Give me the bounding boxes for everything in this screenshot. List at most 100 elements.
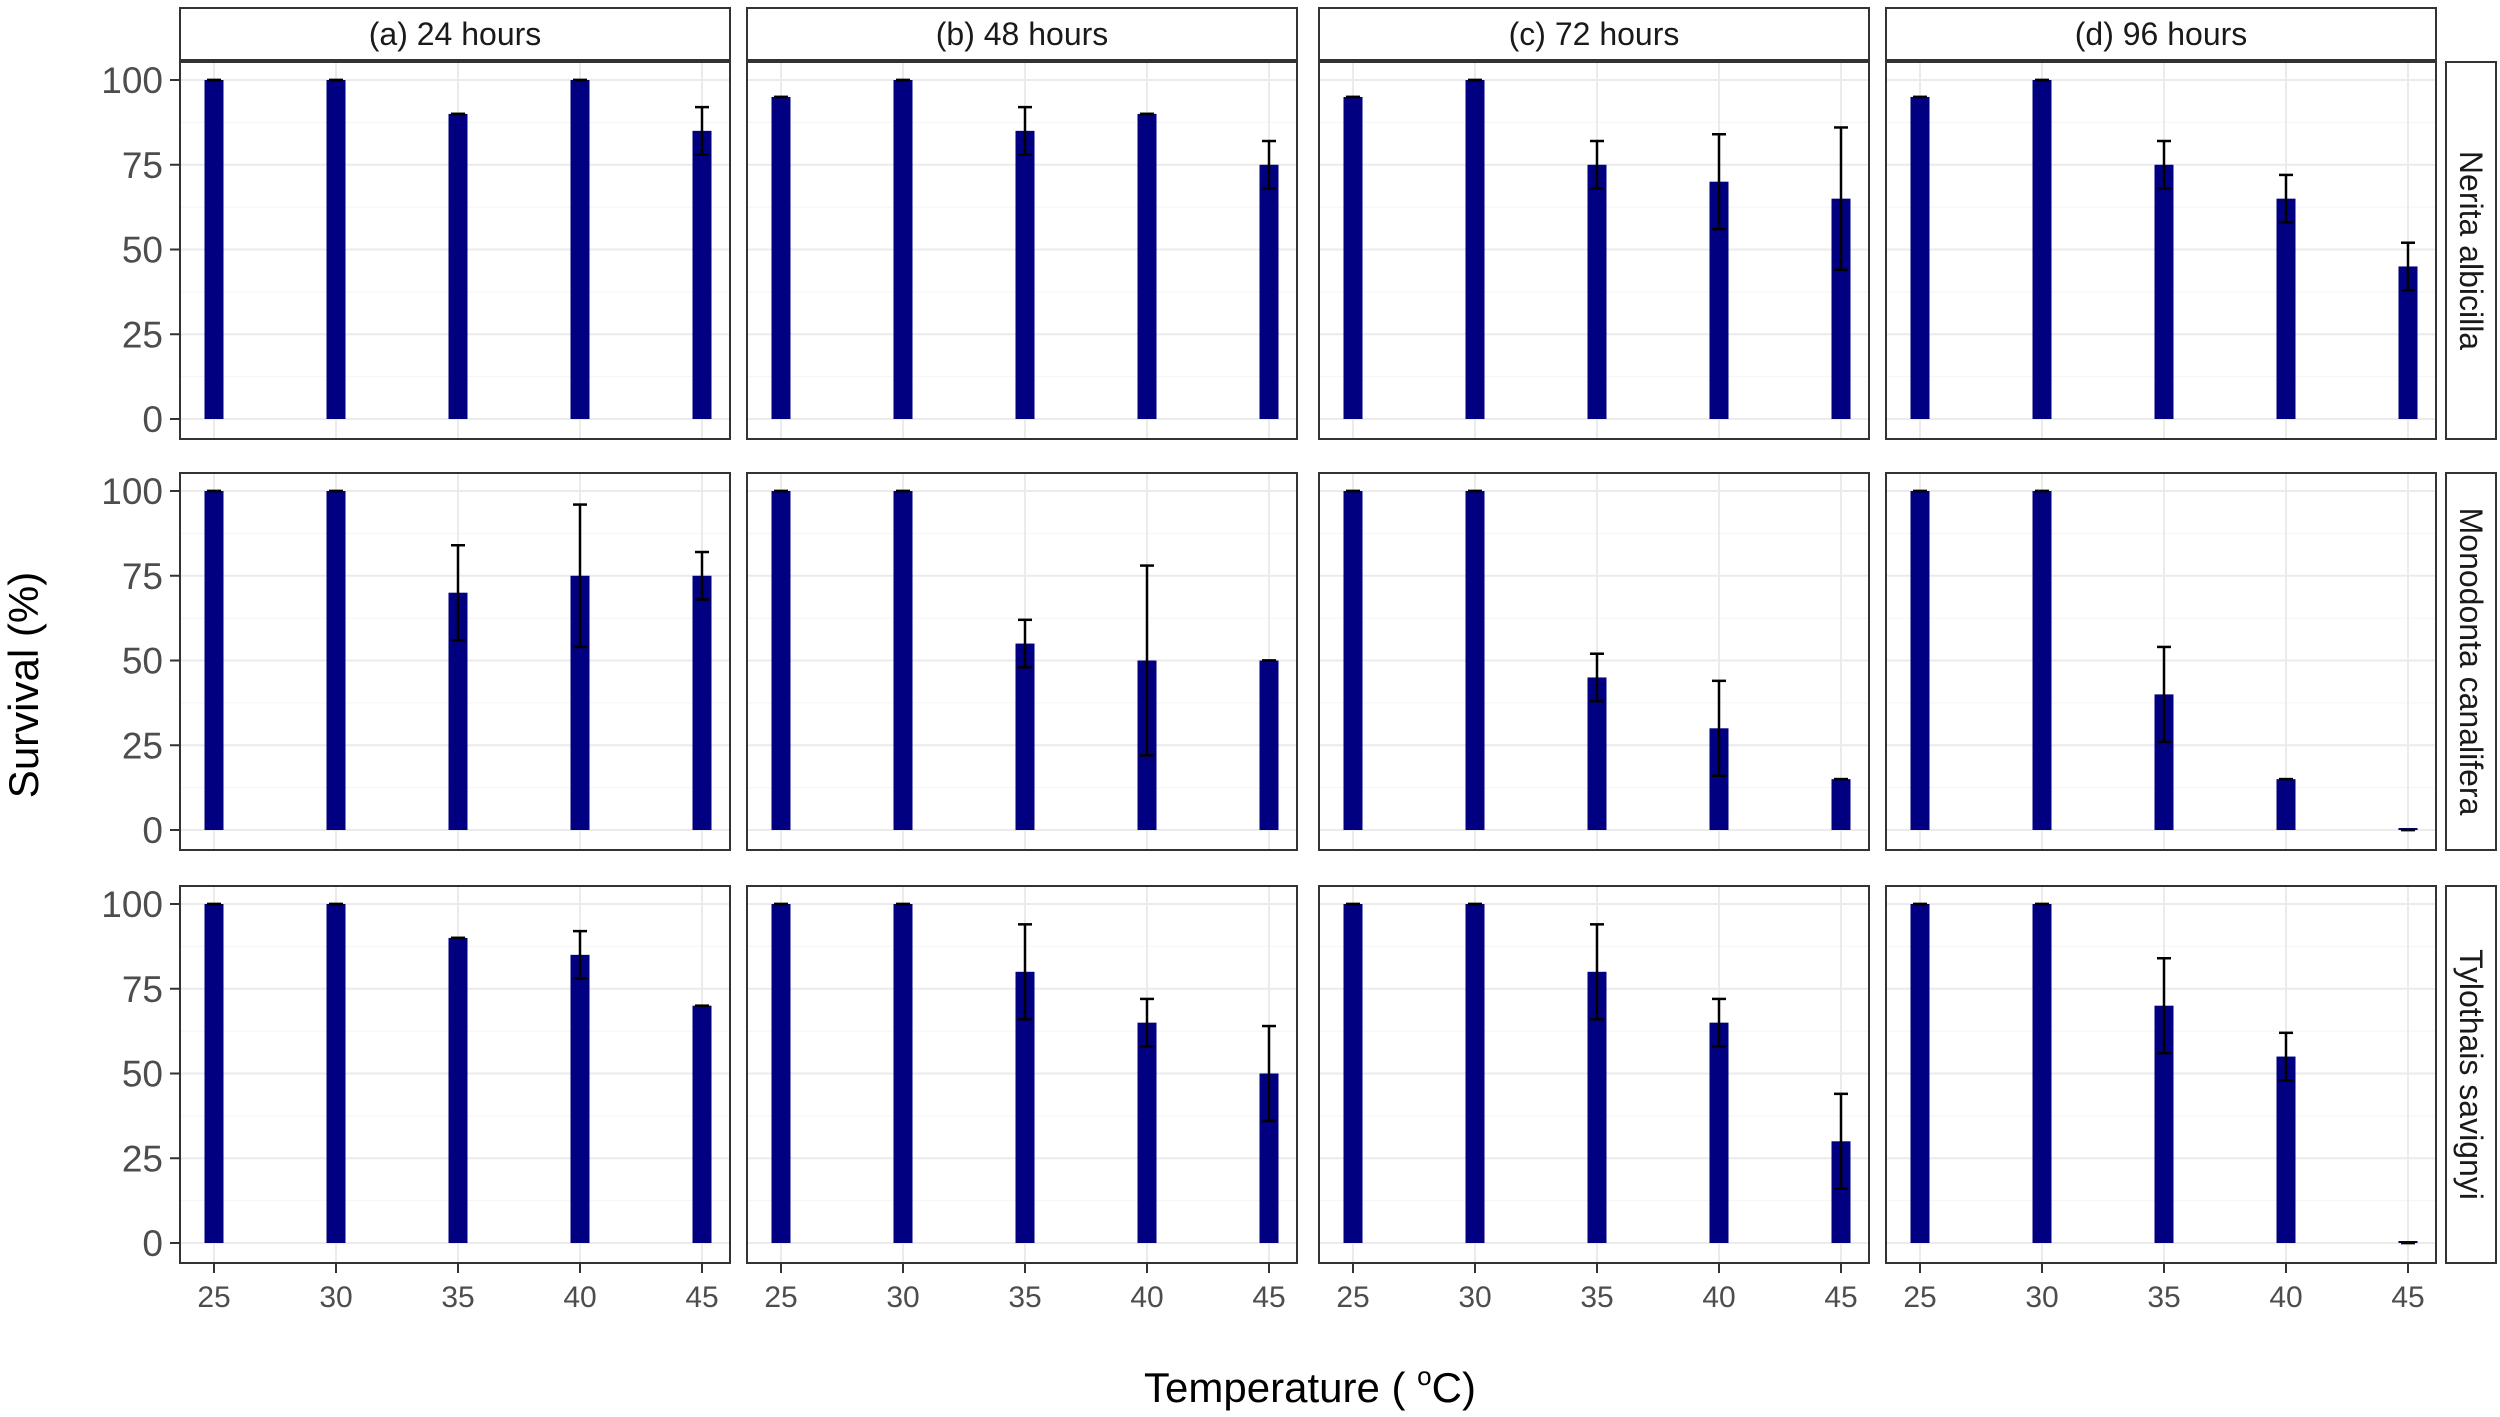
column-strip-label: (c) 72 hours [1509,16,1680,52]
axis-ticks: 0 25 50 75 100 0 25 50 75 100 0 25 50 75 100 25 30 35 40 45… [101,60,2424,1314]
column-strip [1318,7,1870,61]
row-strip-label: Monodonta canalifera [2453,508,2489,816]
bar [1709,1022,1729,1243]
bar [1259,164,1279,419]
panel-frames [179,61,2437,1264]
y-tick-label: 50 [122,230,163,271]
bar [1015,643,1035,830]
y-tick-label: 100 [101,60,163,101]
bar [1587,164,1607,419]
x-tick-label: 35 [1008,1281,1041,1314]
bar [1709,728,1729,830]
bar [1831,1141,1851,1243]
y-tick-label: 0 [142,1223,163,1264]
row-strip [2445,885,2497,1264]
y-tick-label: 50 [122,641,163,682]
error-bars [207,78,2415,1245]
column-strip [1885,7,2437,61]
x-tick-label: 35 [441,1281,474,1314]
y-tick-label: 75 [122,969,163,1010]
bar [1831,198,1851,419]
bar [893,904,913,1243]
bar [570,80,590,419]
panel-frame [1885,472,2437,851]
bar [1910,96,1930,419]
x-tick-label: 30 [2025,1281,2058,1314]
bar [893,491,913,830]
panel-frame [1885,61,2437,440]
bar [326,80,346,419]
panel-frame [746,885,1298,1264]
column-strip-label: (d) 96 hours [2075,16,2248,52]
bar [1259,1073,1279,1243]
bar [1343,904,1363,1243]
column-strip [179,7,731,61]
x-axis-title: Temperature ( oC) [1144,1361,1476,1411]
x-tick-label: 40 [563,1281,596,1314]
grid-lines [180,62,2436,1263]
bar [2032,491,2052,830]
bar [1587,971,1607,1243]
x-tick-label: 25 [1336,1281,1369,1314]
bar [1343,491,1363,830]
bar [1015,130,1035,419]
bar [692,1005,712,1243]
bar [1465,491,1485,830]
panel-frame [1885,885,2437,1264]
bar [1709,181,1729,419]
panel-frame [1318,61,1870,440]
bar [448,937,468,1243]
y-tick-label: 75 [122,145,163,186]
y-tick-label: 0 [142,399,163,440]
row-strip [2445,472,2497,851]
bar [2154,1005,2174,1243]
bar [692,130,712,419]
x-tick-label: 40 [1702,1281,1735,1314]
x-tick-label: 40 [1130,1281,1163,1314]
panel-frame [746,472,1298,851]
x-tick-label: 30 [319,1281,352,1314]
x-tick-label: 30 [1458,1281,1491,1314]
bar [1465,80,1485,419]
x-tick-label: 25 [764,1281,797,1314]
bar [1910,491,1930,830]
y-tick-label: 0 [142,810,163,851]
x-tick-label: 25 [197,1281,230,1314]
bar [1137,113,1157,420]
bar [893,80,913,419]
column-strip-label: (b) 48 hours [936,16,1109,52]
bar [1137,1022,1157,1243]
bar [570,954,590,1243]
x-tick-label: 40 [2269,1281,2302,1314]
bar [1465,904,1485,1243]
bar [771,904,791,1243]
panel-frame [1318,885,1870,1264]
bar [692,575,712,830]
bar [1587,677,1607,830]
x-tick-label: 45 [1252,1281,1285,1314]
y-tick-label: 75 [122,556,163,597]
bar [1259,660,1279,830]
y-axis-title: Survival (%) [0,572,47,798]
y-tick-label: 25 [122,314,163,355]
bar [204,80,224,419]
row-strip [2445,61,2497,440]
column-strip-label: (a) 24 hours [369,16,542,52]
bars [204,80,2418,1243]
bar [2154,164,2174,419]
y-tick-label: 50 [122,1054,163,1095]
bar [2398,266,2418,419]
x-tick-label: 35 [2147,1281,2180,1314]
x-tick-label: 30 [886,1281,919,1314]
facet-strips: (a) 24 hours (b) 48 hours (c) 72 hours (d) … [179,7,2497,1264]
x-tick-label: 25 [1903,1281,1936,1314]
bar [1831,779,1851,830]
bar [2276,1056,2296,1243]
y-tick-label: 100 [101,884,163,925]
x-tick-label: 35 [1580,1281,1613,1314]
bar [2276,198,2296,419]
bar [326,904,346,1243]
bar [2032,80,2052,419]
bar [2154,694,2174,830]
